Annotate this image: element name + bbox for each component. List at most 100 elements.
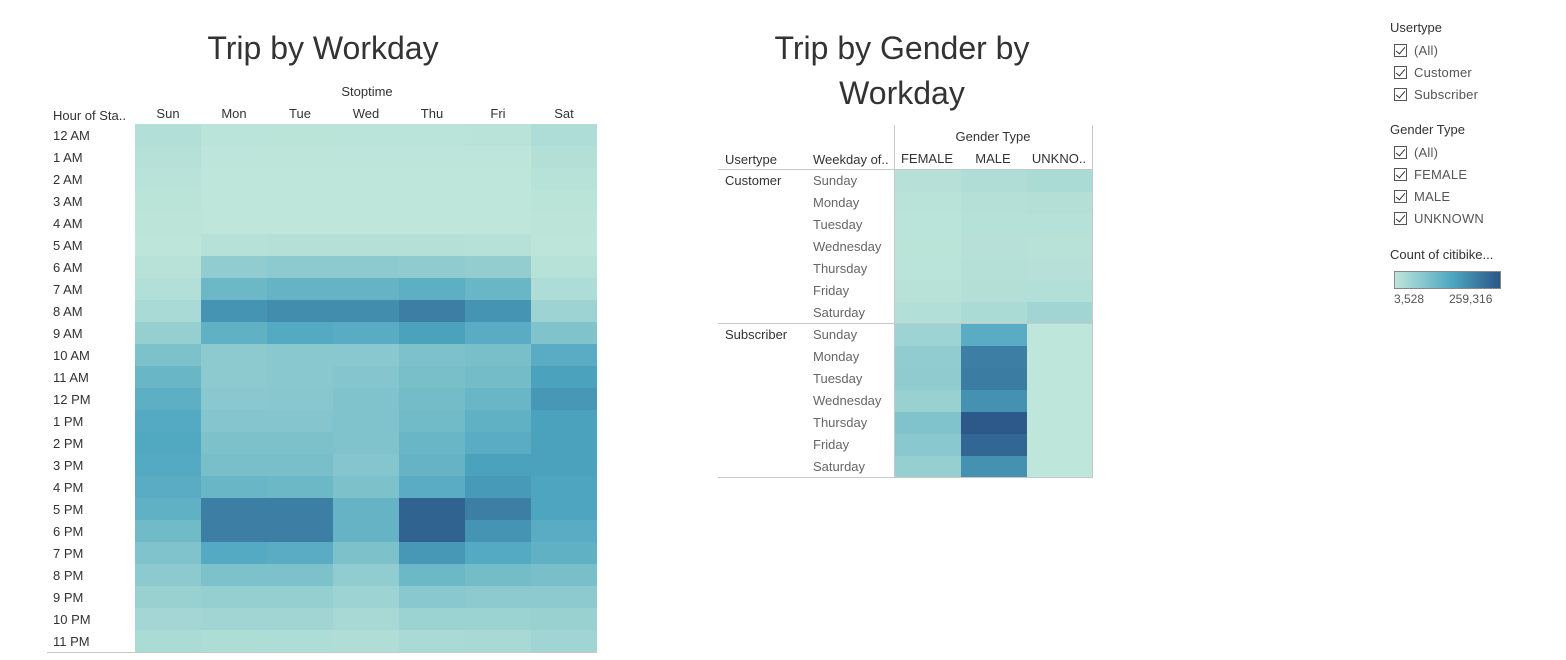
heatmap-cell[interactable] — [267, 234, 333, 256]
heatmap-cell[interactable] — [333, 542, 399, 564]
heatmap-cell[interactable] — [267, 542, 333, 564]
heatmap-cell[interactable] — [267, 278, 333, 300]
heatmap-cell[interactable] — [201, 300, 267, 322]
heatmap-cell[interactable] — [333, 630, 399, 652]
heatmap-cell[interactable] — [961, 346, 1027, 368]
day-column-header[interactable]: Wed — [352, 106, 380, 121]
usertype-filter-option[interactable]: (All) — [1394, 40, 1438, 60]
weekday-row-label[interactable]: Friday — [813, 437, 850, 452]
heatmap-cell[interactable] — [201, 520, 267, 542]
hour-of-start-header[interactable]: Hour of Sta.. — [53, 108, 126, 123]
heatmap-cell[interactable] — [895, 170, 961, 192]
heatmap-cell[interactable] — [201, 608, 267, 630]
heatmap-cell[interactable] — [531, 608, 597, 630]
heatmap-cell[interactable] — [895, 324, 961, 346]
heatmap-cell[interactable] — [465, 542, 531, 564]
heatmap-cell[interactable] — [895, 346, 961, 368]
heatmap-cell[interactable] — [399, 366, 465, 388]
hour-row-label[interactable]: 10 PM — [53, 612, 91, 627]
heatmap-cell[interactable] — [531, 410, 597, 432]
heatmap-cell[interactable] — [201, 630, 267, 652]
heatmap-cell[interactable] — [333, 322, 399, 344]
heatmap-cell[interactable] — [135, 168, 201, 190]
heatmap-cell[interactable] — [201, 564, 267, 586]
day-column-header[interactable]: Sun — [156, 106, 180, 121]
heatmap-cell[interactable] — [135, 520, 201, 542]
heatmap-cell[interactable] — [961, 258, 1027, 280]
heatmap-cell[interactable] — [465, 366, 531, 388]
heatmap-cell[interactable] — [135, 124, 201, 146]
heatmap-cell[interactable] — [465, 498, 531, 520]
heatmap-cell[interactable] — [399, 564, 465, 586]
heatmap-cell[interactable] — [961, 236, 1027, 258]
weekday-row-label[interactable]: Monday — [813, 195, 860, 210]
heatmap-cell[interactable] — [201, 146, 267, 168]
gender-column-header[interactable]: MALE — [975, 151, 1011, 166]
day-column-header[interactable]: Fri — [490, 106, 506, 121]
heatmap-cell[interactable] — [531, 520, 597, 542]
heatmap-cell[interactable] — [333, 234, 399, 256]
heatmap-cell[interactable] — [201, 586, 267, 608]
heatmap-cell[interactable] — [135, 432, 201, 454]
hour-row-label[interactable]: 12 PM — [53, 392, 91, 407]
heatmap-cell[interactable] — [895, 412, 961, 434]
heatmap-cell[interactable] — [267, 256, 333, 278]
heatmap-cell[interactable] — [465, 212, 531, 234]
heatmap-cell[interactable] — [465, 410, 531, 432]
heatmap-cell[interactable] — [465, 146, 531, 168]
heatmap-cell[interactable] — [1027, 236, 1093, 258]
heatmap-cell[interactable] — [531, 586, 597, 608]
heatmap-cell[interactable] — [201, 366, 267, 388]
heatmap-cell[interactable] — [333, 608, 399, 630]
heatmap-cell[interactable] — [267, 168, 333, 190]
heatmap-cell[interactable] — [267, 432, 333, 454]
heatmap-cell[interactable] — [531, 564, 597, 586]
heatmap-cell[interactable] — [399, 454, 465, 476]
heatmap-cell[interactable] — [1027, 368, 1093, 390]
hour-row-label[interactable]: 6 AM — [53, 260, 83, 275]
heatmap-cell[interactable] — [961, 456, 1027, 478]
heatmap-cell[interactable] — [135, 234, 201, 256]
heatmap-cell[interactable] — [333, 168, 399, 190]
heatmap-cell[interactable] — [135, 476, 201, 498]
heatmap-cell[interactable] — [531, 146, 597, 168]
heatmap-cell[interactable] — [201, 168, 267, 190]
heatmap-cell[interactable] — [465, 432, 531, 454]
hour-row-label[interactable]: 8 AM — [53, 304, 83, 319]
hour-row-label[interactable]: 6 PM — [53, 524, 84, 539]
heatmap-cell[interactable] — [399, 256, 465, 278]
heatmap-cell[interactable] — [961, 302, 1027, 324]
heatmap-cell[interactable] — [465, 256, 531, 278]
weekday-row-label[interactable]: Tuesday — [813, 217, 863, 232]
weekday-row-label[interactable]: Sunday — [813, 327, 858, 342]
heatmap-cell[interactable] — [201, 542, 267, 564]
heatmap-cell[interactable] — [895, 302, 961, 324]
hour-row-label[interactable]: 7 AM — [53, 282, 83, 297]
heatmap-cell[interactable] — [399, 476, 465, 498]
heatmap-cell[interactable] — [961, 390, 1027, 412]
heatmap-cell[interactable] — [465, 388, 531, 410]
heatmap-cell[interactable] — [399, 300, 465, 322]
hour-row-label[interactable]: 3 AM — [53, 194, 83, 209]
heatmap-cell[interactable] — [267, 146, 333, 168]
heatmap-cell[interactable] — [465, 190, 531, 212]
heatmap-cell[interactable] — [531, 300, 597, 322]
heatmap-cell[interactable] — [201, 322, 267, 344]
heatmap-cell[interactable] — [135, 212, 201, 234]
heatmap-cell[interactable] — [333, 256, 399, 278]
heatmap-cell[interactable] — [531, 168, 597, 190]
hour-row-label[interactable]: 8 PM — [53, 568, 84, 583]
heatmap-cell[interactable] — [201, 124, 267, 146]
heatmap-cell[interactable] — [1027, 192, 1093, 214]
heatmap-cell[interactable] — [465, 234, 531, 256]
heatmap-cell[interactable] — [267, 564, 333, 586]
checkbox-checked-icon[interactable] — [1394, 87, 1407, 101]
gender-filter-option[interactable]: FEMALE — [1394, 164, 1467, 184]
heatmap-cell[interactable] — [399, 388, 465, 410]
heatmap-cell[interactable] — [333, 388, 399, 410]
heatmap-cell[interactable] — [895, 280, 961, 302]
heatmap-cell[interactable] — [961, 280, 1027, 302]
heatmap-cell[interactable] — [399, 212, 465, 234]
heatmap-cell[interactable] — [1027, 412, 1093, 434]
heatmap-cell[interactable] — [399, 344, 465, 366]
